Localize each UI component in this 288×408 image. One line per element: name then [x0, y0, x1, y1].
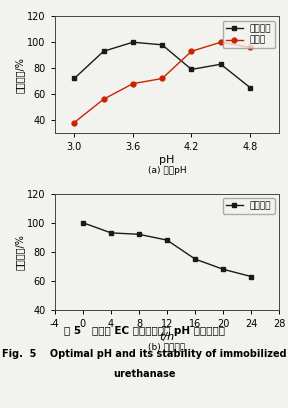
- 游离酶: [73, 120, 76, 125]
- 固定化酶: [109, 231, 113, 235]
- 固定化酶: [219, 62, 223, 67]
- Text: (b) 反应时间: (b) 反应时间: [149, 343, 185, 352]
- 固定化酶: [194, 257, 197, 262]
- X-axis label: pH: pH: [159, 155, 175, 165]
- X-axis label: t/h: t/h: [160, 332, 175, 342]
- 游离酶: [219, 40, 223, 44]
- 固定化酶: [249, 274, 253, 279]
- Line: 固定化酶: 固定化酶: [80, 220, 254, 279]
- Text: 图 5   固定化 EC 降解酶的最适 pH 及其稳定性: 图 5 固定化 EC 降解酶的最适 pH 及其稳定性: [63, 326, 225, 337]
- Text: Fig.  5    Optimal pH and its stability of immobilized: Fig. 5 Optimal pH and its stability of i…: [2, 349, 286, 359]
- 游离酶: [160, 76, 164, 81]
- 固定化酶: [102, 49, 105, 54]
- Legend: 固定化酶, 游离酶: 固定化酶, 游离酶: [223, 21, 275, 48]
- Text: (a) 反应pH: (a) 反应pH: [148, 166, 186, 175]
- Y-axis label: 相对酶活/%: 相对酶活/%: [14, 57, 24, 93]
- 固定化酶: [81, 220, 85, 225]
- Text: urethanase: urethanase: [113, 369, 175, 379]
- 游离酶: [131, 81, 134, 86]
- 固定化酶: [131, 40, 134, 44]
- Line: 游离酶: 游离酶: [72, 40, 253, 125]
- 固定化酶: [248, 85, 252, 90]
- Legend: 固定化酶: 固定化酶: [223, 198, 275, 214]
- 固定化酶: [190, 67, 193, 72]
- 固定化酶: [221, 267, 225, 272]
- 游离酶: [248, 45, 252, 50]
- 固定化酶: [73, 76, 76, 81]
- 固定化酶: [160, 42, 164, 47]
- 游离酶: [102, 97, 105, 102]
- Line: 固定化酶: 固定化酶: [72, 40, 253, 90]
- Y-axis label: 相对酶活/%: 相对酶活/%: [14, 234, 24, 270]
- 固定化酶: [137, 232, 141, 237]
- 游离酶: [190, 49, 193, 54]
- 固定化酶: [165, 238, 169, 243]
